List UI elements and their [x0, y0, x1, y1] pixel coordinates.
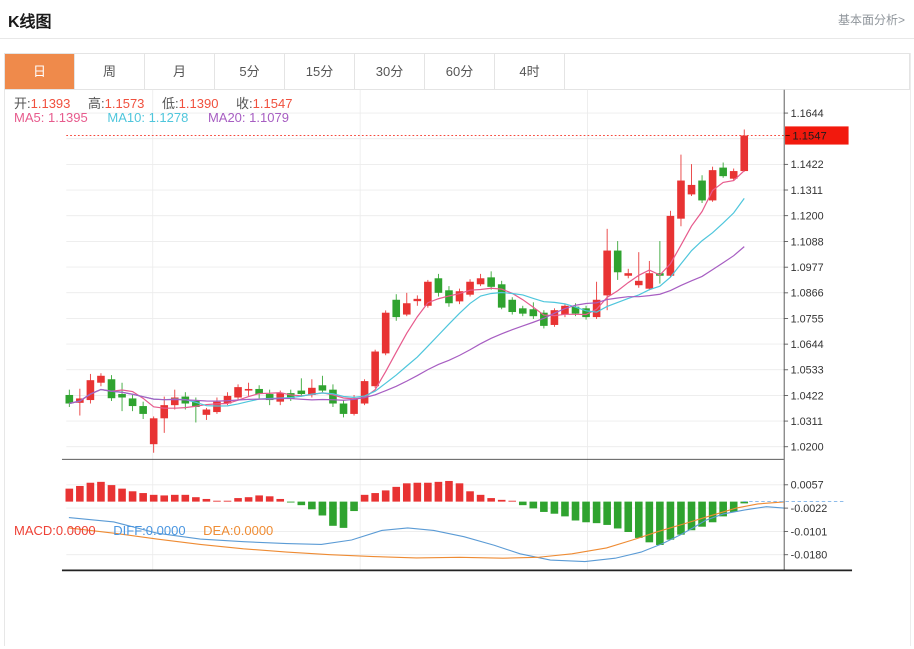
price-tick-label: 1.0644: [791, 339, 824, 351]
macd-tick-label: -0.0180: [791, 550, 828, 562]
right-border: [910, 53, 911, 646]
tab-4hour[interactable]: 4时: [495, 54, 565, 89]
ma20-line: [69, 246, 745, 405]
price-tick-label: 1.1311: [791, 185, 823, 197]
price-tick-label: 1.0866: [791, 288, 824, 300]
macd-histogram: [65, 480, 749, 545]
price-tick-label: 1.0311: [791, 416, 823, 428]
tab-day[interactable]: 日: [5, 54, 75, 89]
tab-30min[interactable]: 30分: [355, 54, 425, 89]
diff-line: [68, 506, 784, 563]
current-price-tag-text: 1.1547: [792, 130, 826, 142]
fundamental-analysis-link[interactable]: 基本面分析>: [837, 13, 905, 27]
axis-labels: 1.1644 1.1422 1.1311 1.1200 1.1088 1.0977 1.08…: [783, 108, 828, 562]
tab-15min[interactable]: 15分: [285, 54, 355, 89]
page-title: K线图: [8, 14, 52, 31]
tab-month[interactable]: 月: [145, 54, 215, 89]
header-divider: [0, 38, 914, 39]
tab-5min[interactable]: 5分: [215, 54, 285, 89]
price-tick-label: 1.0200: [791, 442, 824, 454]
price-tick-label: 1.1088: [791, 236, 824, 248]
price-tick-label: 1.1644: [791, 108, 824, 120]
price-tick-label: 1.1200: [791, 211, 824, 223]
macd-tick-label: -0.0022: [791, 503, 828, 515]
dea-line: [68, 501, 784, 559]
price-tick-label: 1.0422: [791, 390, 824, 402]
kline-chart[interactable]: 1.1644 1.1422 1.1311 1.1200 1.1088 1.0977 1.08…: [0, 88, 914, 649]
period-tab-bar: 日 周 月 5分 15分 30分 60分 4时: [4, 53, 910, 90]
price-tick-label: 1.0755: [791, 313, 824, 325]
macd-tick-label: 0.0057: [791, 480, 824, 492]
price-tick-label: 1.0533: [791, 365, 824, 377]
macd-tick-label: -0.0101: [791, 526, 828, 538]
ma5-line: [69, 170, 745, 409]
chart-area: 1.1644 1.1422 1.1311 1.1200 1.1088 1.0977 1.08…: [0, 88, 914, 649]
candles: [65, 129, 749, 453]
gridlines: [66, 89, 784, 571]
price-tick-label: 1.1422: [791, 159, 824, 171]
current-price-tag: 1.1547: [785, 126, 849, 145]
tab-60min[interactable]: 60分: [425, 54, 495, 89]
price-tick-label: 1.0977: [791, 262, 824, 274]
left-border: [4, 90, 5, 646]
tab-week[interactable]: 周: [75, 54, 145, 89]
